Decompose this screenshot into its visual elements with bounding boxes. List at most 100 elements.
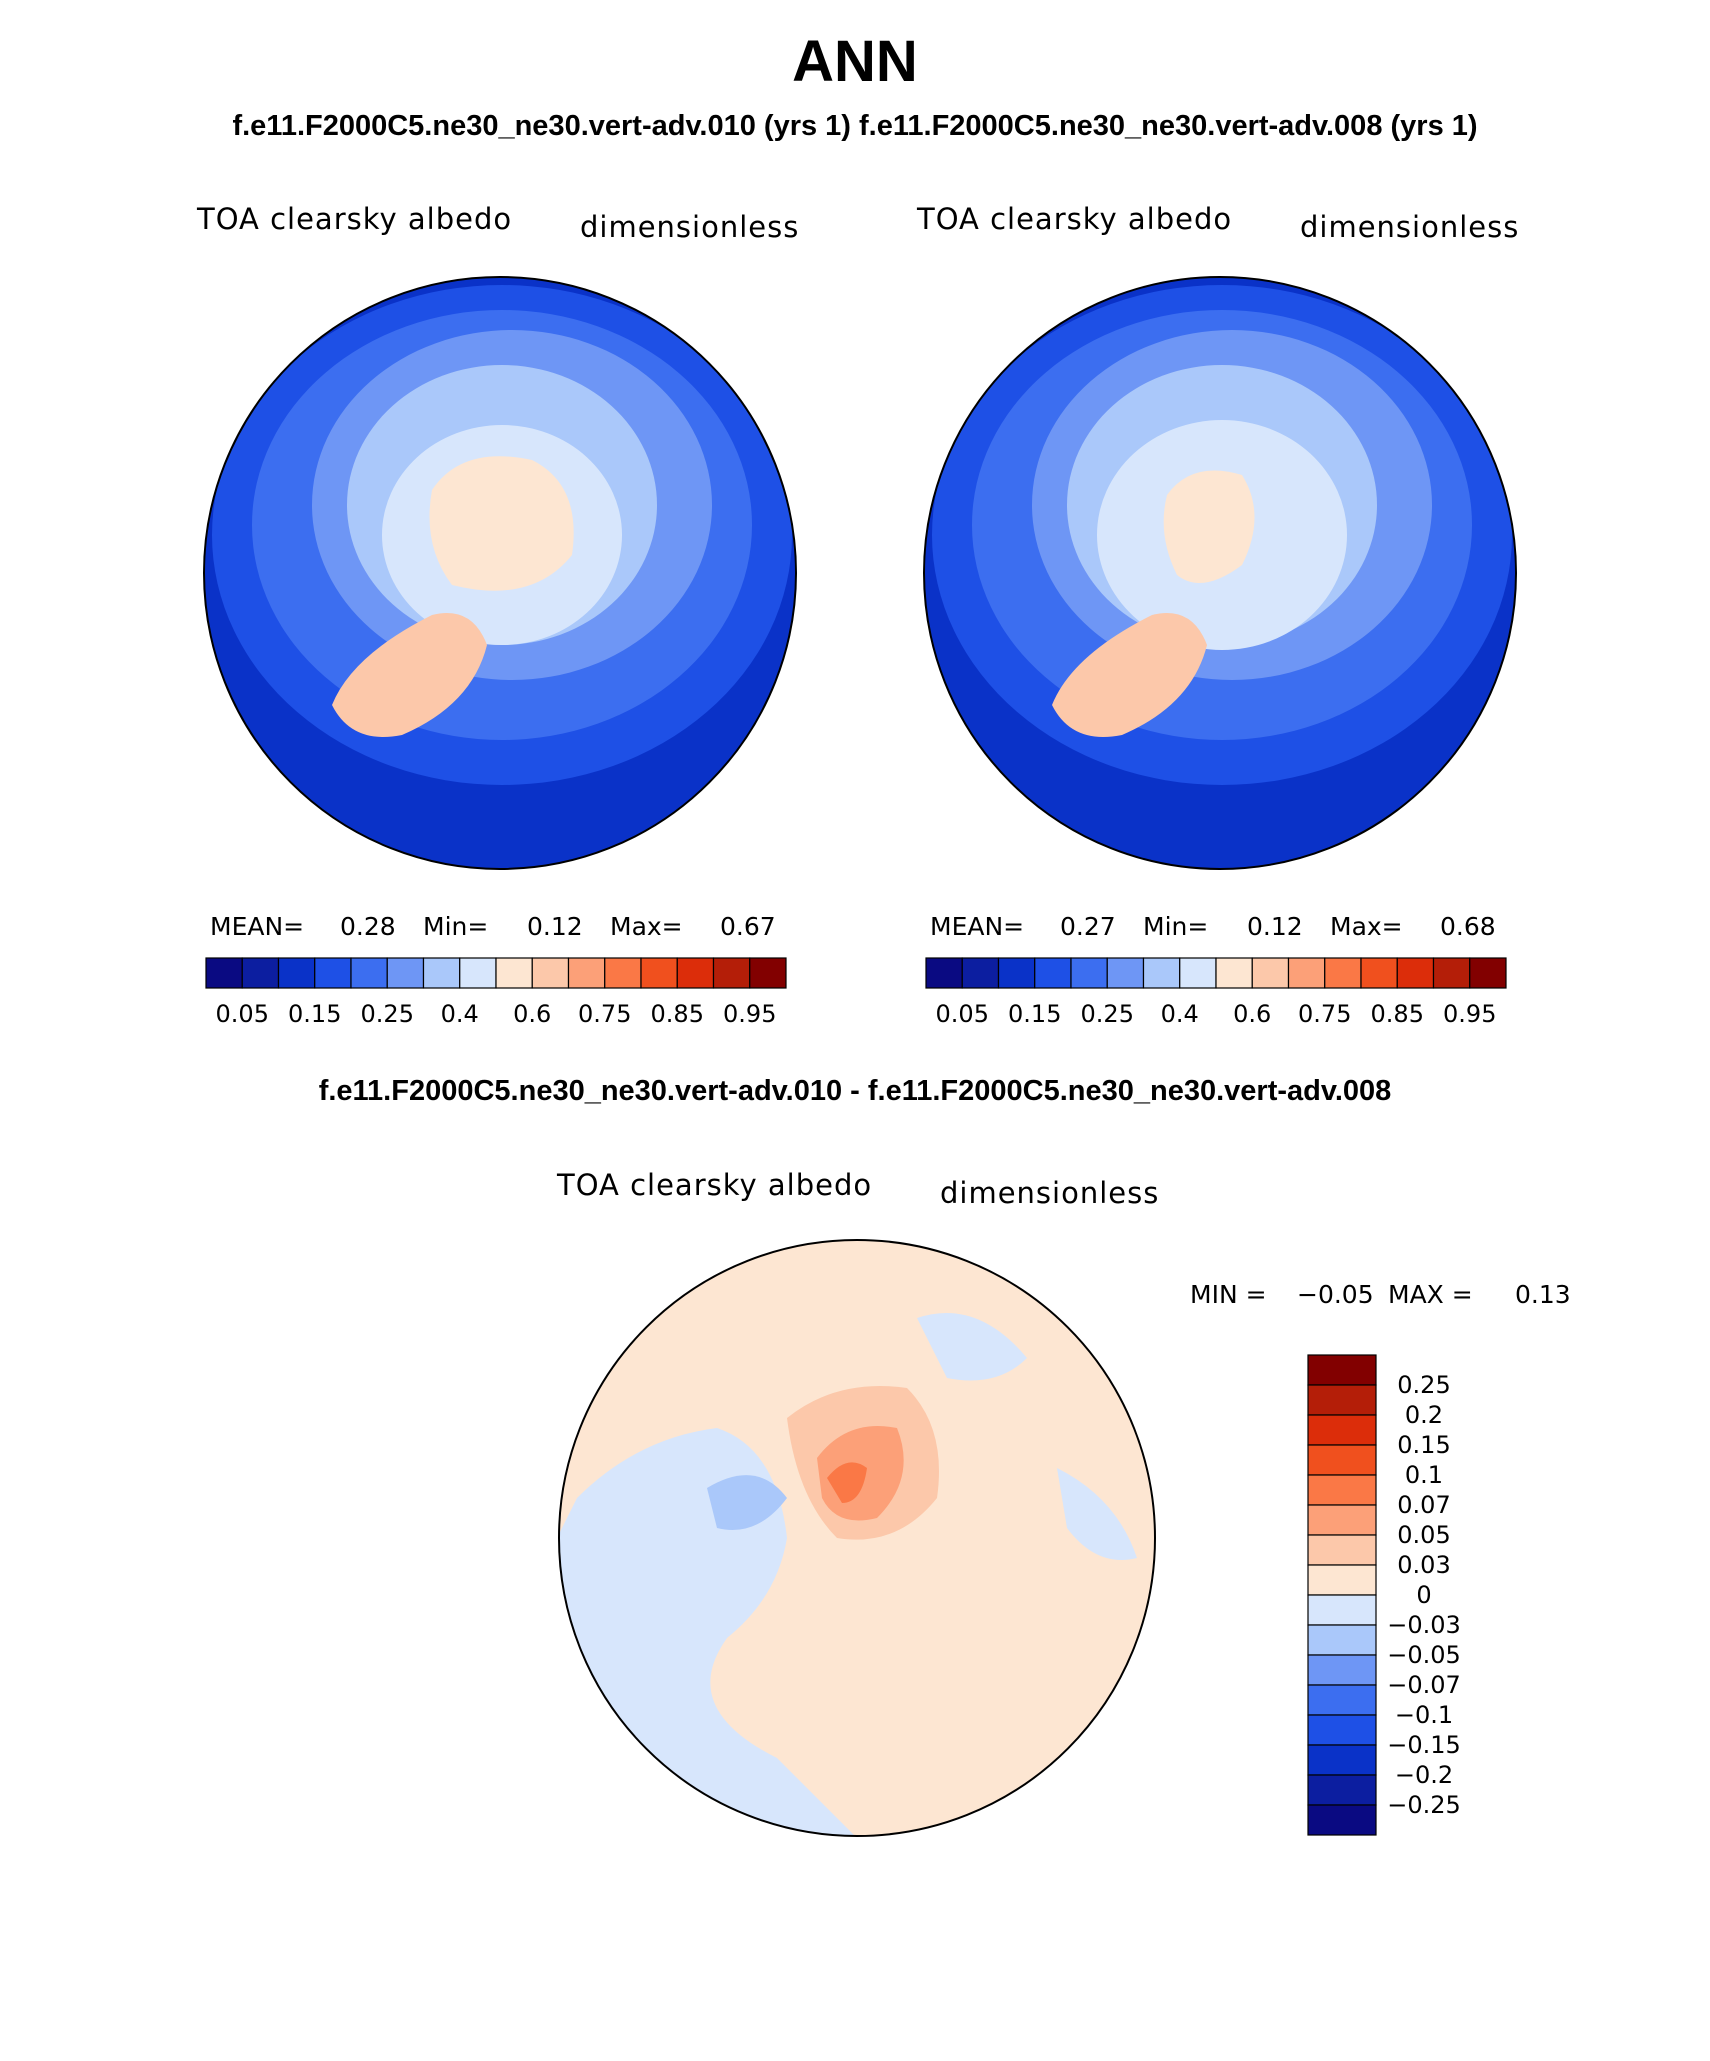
difference-colorbar-swatch [1307,1504,1377,1536]
panel1-colorbar-tick-label: 0.6 [513,1000,551,1028]
panel2-variable-label: TOA clearsky albedo [917,202,1233,236]
panel1-min-value: 0.12 [527,912,583,941]
panel1-colorbar-swatch [676,957,715,989]
difference-colorbar-tick-label: −0.25 [1387,1791,1461,1819]
panel1-variable-label: TOA clearsky albedo [197,202,513,236]
panel2-colorbar-swatch [1142,957,1181,989]
difference-colorbar-swatch [1307,1774,1377,1806]
panel1-colorbar-swatch [749,957,787,989]
difference-colorbar-tick-label: 0.07 [1397,1491,1450,1519]
panel2-colorbar-tick-label: 0.75 [1298,1000,1351,1028]
panel2-colorbar-tick-label: 0.15 [1008,1000,1061,1028]
difference-colorbar-swatch [1307,1474,1377,1506]
diff-units-label: dimensionless [940,1176,1160,1210]
panel2-colorbar-swatch [1324,957,1362,989]
panel2-colorbar-tick-label: 0.85 [1371,1000,1424,1028]
panel2-colorbar-swatch [1396,957,1435,989]
panel2-colorbar-swatch [1215,957,1253,989]
panel1-mean-label: MEAN= [210,912,305,941]
panel2-mean-value: 0.27 [1060,912,1116,941]
panel2-colorbar-tick-label: 0.6 [1233,1000,1271,1028]
difference-colorbar-swatch [1307,1684,1377,1716]
panel1-colorbar-swatch [712,957,751,989]
panel1-colorbar-tick-label: 0.95 [723,1000,776,1028]
difference-colorbar-tick-label: 0.15 [1397,1431,1450,1459]
figure-title: ANN [792,29,918,94]
panel1-colorbar-tick-label: 0.4 [441,1000,479,1028]
panel1-colorbar-tick-label: 0.85 [651,1000,704,1028]
panel2-colorbar-swatch [961,957,1000,989]
panel1-colorbar-tick-label: 0.25 [361,1000,414,1028]
panel2-colorbar-tick-label: 0.05 [936,1000,989,1028]
panel2-colorbar-tick-label: 0.95 [1443,1000,1496,1028]
panel1-colorbar-swatch [459,957,497,989]
difference-colorbar-tick-label: −0.2 [1395,1761,1453,1789]
difference-colorbar-swatch [1307,1534,1377,1566]
panel2-colorbar-swatch [1360,957,1398,989]
difference-colorbar-tick-label: −0.07 [1387,1671,1461,1699]
panel2-colorbar-swatch [925,957,963,989]
panel2-colorbar-swatch [1251,957,1290,989]
panel2-colorbar-swatch [1179,957,1217,989]
panel1-colorbar-tick-label: 0.75 [578,1000,631,1028]
difference-colorbar-tick-label: 0.2 [1405,1401,1443,1429]
panel2-colorbar-swatch [997,957,1036,989]
diff-min-value: −0.05 [1297,1280,1374,1309]
difference-colorbar-tick-label: 0.1 [1405,1461,1443,1489]
difference-colorbar-swatch [1307,1384,1377,1416]
panel1-min-label: Min= [423,912,489,941]
difference-colorbar-tick-label: −0.1 [1395,1701,1453,1729]
panel2-colorbar-swatch [1287,957,1326,989]
panel2-max-value: 0.68 [1440,912,1496,941]
panel1-colorbar-tick-label: 0.05 [216,1000,269,1028]
difference-colorbar-swatch [1307,1714,1377,1746]
panel1-colorbar-swatch [495,957,533,989]
panel1-colorbar-swatch [350,957,388,989]
panel1-colorbar-swatch [386,957,425,989]
panel1-mean-value: 0.28 [340,912,396,941]
difference-colorbar-tick-label: 0 [1416,1581,1431,1609]
panel2-mean-label: MEAN= [930,912,1025,941]
panel1-colorbar-swatch [531,957,570,989]
difference-colorbar-swatch [1307,1624,1377,1656]
panel1-colorbar-swatch [314,957,352,989]
panel1-units-label: dimensionless [580,210,800,244]
difference-colorbar-swatch [1307,1594,1377,1626]
difference-colorbar-tick-label: 0.25 [1397,1371,1450,1399]
panel2-colorbar-tick-label: 0.4 [1161,1000,1199,1028]
panel2-min-label: Min= [1143,912,1209,941]
panel1-colorbar-swatch [640,957,678,989]
difference-colorbar-tick-label: −0.03 [1387,1611,1461,1639]
diff-min-label: MIN = [1190,1280,1267,1309]
difference-colorbar-swatch [1307,1804,1377,1836]
panel1-colorbar-swatch [567,957,606,989]
diff-max-value: 0.13 [1515,1280,1571,1309]
panel2-units-label: dimensionless [1300,210,1520,244]
panel2-colorbar-swatch [1070,957,1108,989]
difference-colorbar: 0.250.20.150.10.070.050.030−0.03−0.05−0.… [1307,1354,1461,1836]
panel2-colorbar-swatch [1469,957,1507,989]
difference-polar-map [558,1239,1156,1837]
case-subtitle: f.e11.F2000C5.ne30_ne30.vert-adv.010 (yr… [232,110,1478,142]
difference-colorbar-swatch [1307,1654,1377,1686]
difference-colorbar-swatch [1307,1744,1377,1776]
diff-variable-label: TOA clearsky albedo [557,1168,873,1202]
panel2-colorbar-swatch [1432,957,1471,989]
panel2-colorbar-tick-label: 0.25 [1081,1000,1134,1028]
panel1-max-value: 0.67 [720,912,776,941]
panel1-polar-map [203,276,797,870]
difference-title: f.e11.F2000C5.ne30_ne30.vert-adv.010 - f… [318,1075,1392,1107]
panel2-polar-map [923,276,1517,870]
difference-colorbar-swatch [1307,1354,1377,1386]
panel2-max-label: Max= [1330,912,1403,941]
difference-colorbar-tick-label: 0.03 [1397,1551,1450,1579]
difference-colorbar-swatch [1307,1564,1377,1596]
panel1-colorbar: 0.05 0.15 0.25 0.4 0.6 0.75 0.85 0.95 [205,957,787,1028]
panel1-colorbar-tick-label: 0.15 [288,1000,341,1028]
panel2-colorbar: 0.05 0.15 0.25 0.4 0.6 0.75 0.85 0.95 [925,957,1507,1028]
difference-colorbar-tick-label: −0.05 [1387,1641,1461,1669]
panel1-max-label: Max= [610,912,683,941]
difference-colorbar-swatch [1307,1444,1377,1476]
panel1-colorbar-swatch [241,957,280,989]
difference-colorbar-tick-label: −0.15 [1387,1731,1461,1759]
